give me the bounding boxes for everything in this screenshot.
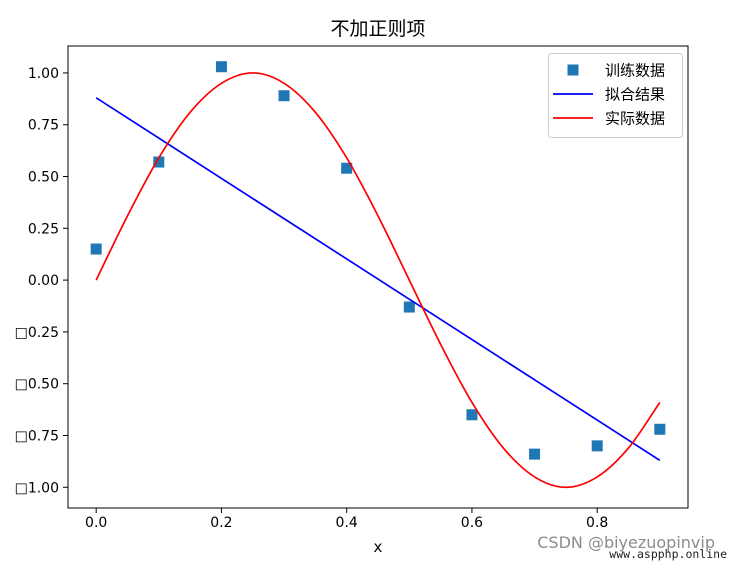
training-data-point [654, 423, 666, 435]
x-tick-label: 0.4 [336, 515, 358, 531]
y-tick-label: □0.75 [15, 428, 59, 444]
y-tick-label: □0.25 [15, 325, 59, 341]
y-tick-label: 1.00 [28, 66, 59, 82]
training-data-point [153, 156, 165, 168]
training-data-point [403, 301, 415, 313]
watermark-site: www.aspphp.online [609, 547, 727, 561]
training-data-point [278, 90, 290, 102]
x-tick-label: 0.6 [461, 515, 483, 531]
legend-item-training-data: 训练数据 [567, 62, 665, 80]
y-tick-label: 0.25 [28, 221, 59, 237]
legend-label: 实际数据 [605, 110, 665, 128]
plot-area [90, 61, 666, 489]
legend: 训练数据 拟合结果 实际数据 [548, 53, 683, 138]
actual-data-line [95, 72, 661, 489]
training-data-point [529, 448, 541, 460]
y-tick-label: 0.00 [28, 273, 59, 289]
axes-frame [67, 45, 689, 509]
y-tick-label: 0.50 [28, 170, 59, 186]
legend-label: 拟合结果 [605, 86, 665, 104]
y-axis: 1.00 0.75 0.50 0.25 0.00 □0.25 □0.50 □0.75 □1.00 [15, 66, 68, 496]
y-tick-label: □1.00 [15, 480, 59, 496]
watermark-csdn: CSDN @biyezuopinvip [537, 533, 715, 552]
training-data-point [341, 162, 353, 174]
x-tick-label: 0.2 [210, 515, 232, 531]
legend-square-marker-icon [567, 64, 579, 76]
x-tick-label: 0.0 [85, 515, 107, 531]
legend-item-fit-result: 拟合结果 [553, 86, 665, 104]
x-tick-label: 0.8 [586, 515, 608, 531]
training-data-point [90, 243, 102, 255]
training-data-point [215, 61, 227, 73]
legend-label: 训练数据 [605, 62, 665, 80]
training-data-point [591, 440, 603, 452]
x-axis-label: x [374, 538, 383, 556]
fit-result-line [95, 97, 661, 462]
y-tick-label: □0.50 [15, 377, 59, 393]
x-axis: 0.0 0.2 0.4 0.6 0.8 [85, 508, 608, 531]
legend-frame [548, 53, 683, 138]
training-data-point [466, 409, 478, 421]
y-tick-label: 0.75 [28, 118, 59, 134]
legend-item-actual-data: 实际数据 [553, 110, 665, 128]
chart-title: 不加正则项 [330, 18, 425, 40]
